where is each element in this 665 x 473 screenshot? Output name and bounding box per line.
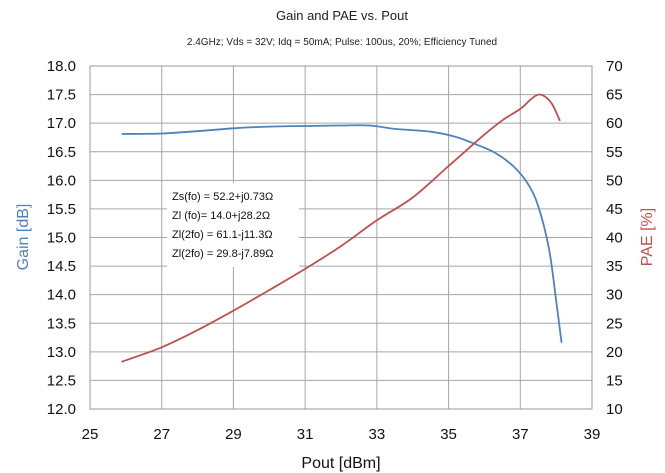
right-y-tick-label: 30: [606, 287, 623, 304]
right-y-tick-label: 15: [606, 372, 623, 389]
x-tick-labels: 25 27 29 31 33 35 37 39: [82, 426, 601, 443]
right-y-tick-label: 70: [606, 58, 623, 75]
x-tick-label: 35: [440, 426, 457, 443]
annotation-box-background: [167, 183, 299, 267]
right-y-tick-label: 40: [606, 230, 623, 247]
left-y-tick-label: 16.0: [47, 172, 76, 189]
series-lines: [121, 93, 563, 363]
left-y-tick-label: 16.5: [47, 144, 76, 161]
annotation-zl-2fo-b: Zl(2fo) = 29.8-j7.89Ω: [172, 248, 273, 260]
pae-series-line: [121, 93, 561, 363]
x-tick-label: 39: [584, 426, 601, 443]
right-y-tick-label: 35: [606, 258, 623, 275]
left-y-tick-label: 12.0: [47, 401, 76, 418]
gain-series-line: [121, 124, 563, 343]
left-y-axis-label: Gain [dB]: [15, 204, 32, 271]
left-y-tick-labels: 12.0 12.5 13.0 13.5 14.0 14.5 15.0 15.5 16.0 16.5…: [47, 58, 76, 418]
x-axis-label: Pout [dBm]: [301, 455, 380, 472]
left-y-tick-label: 17.0: [47, 115, 76, 132]
annotation-zl-fo: Zl (fo)= 14.0+j28.2Ω: [172, 210, 270, 222]
right-y-tick-label: 50: [606, 172, 623, 189]
left-y-tick-label: 13.0: [47, 344, 76, 361]
right-y-axis-label: PAE [%]: [639, 208, 656, 266]
plot-area-border: [89, 65, 593, 410]
right-y-tick-label: 55: [606, 144, 623, 161]
right-y-tick-label: 10: [606, 401, 623, 418]
left-y-tick-label: 15.5: [47, 201, 76, 218]
annotation-zs-fo: Zs(fo) = 52.2+j0.73Ω: [172, 191, 273, 203]
left-y-tick-label: 12.5: [47, 372, 76, 389]
right-y-tick-labels: 10 15 20 25 30 35 40 45 50 55 60 65 70: [606, 58, 623, 418]
left-y-tick-label: 14.5: [47, 258, 76, 275]
left-y-tick-label: 18.0: [47, 58, 76, 75]
gridlines: [90, 66, 592, 409]
impedance-annotation-box: Zs(fo) = 52.2+j0.73Ω Zl (fo)= 14.0+j28.2…: [167, 183, 299, 267]
x-tick-label: 29: [225, 426, 242, 443]
x-tick-label: 27: [153, 426, 170, 443]
right-y-tick-label: 60: [606, 115, 623, 132]
x-tick-label: 31: [297, 426, 314, 443]
right-y-tick-label: 45: [606, 201, 623, 218]
x-tick-label: 37: [512, 426, 529, 443]
annotation-zl-2fo-a: Zl(2fo) = 61.1-j11.3Ω: [172, 229, 273, 241]
left-y-tick-label: 17.5: [47, 87, 76, 104]
chart-title: Gain and PAE vs. Pout: [276, 8, 408, 23]
x-tick-label: 33: [369, 426, 386, 443]
left-y-tick-label: 14.0: [47, 287, 76, 304]
right-y-tick-label: 20: [606, 344, 623, 361]
right-y-tick-label: 65: [606, 87, 623, 104]
right-y-tick-label: 25: [606, 315, 623, 332]
x-tick-label: 25: [82, 426, 99, 443]
left-y-tick-label: 13.5: [47, 315, 76, 332]
chart-subtitle: 2.4GHz; Vds = 32V; Idq = 50mA; Pulse: 10…: [187, 37, 497, 48]
left-y-tick-label: 15.0: [47, 230, 76, 247]
